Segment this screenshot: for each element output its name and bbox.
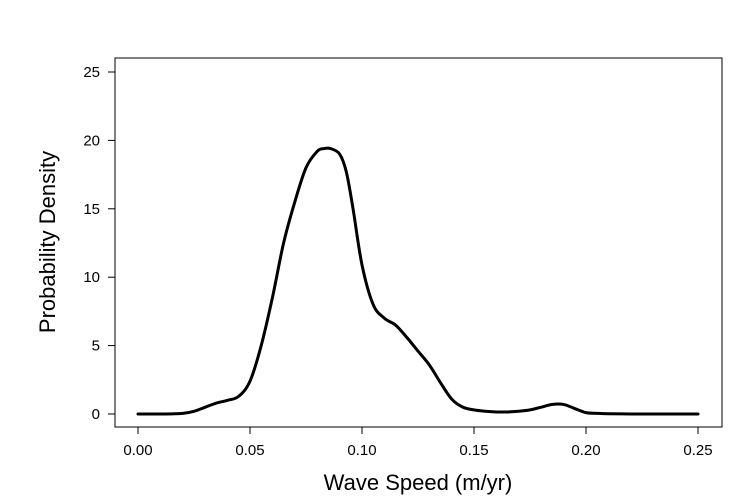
x-tick-label: 0.25	[683, 442, 712, 459]
y-tick-label: 20	[83, 132, 100, 149]
y-tick-label: 5	[92, 338, 100, 355]
x-tick-label: 0.05	[235, 442, 264, 459]
y-tick-label: 15	[83, 201, 100, 218]
plot-frame	[114, 57, 723, 428]
x-tick-label: 0.20	[571, 442, 600, 459]
y-tick-label: 25	[83, 64, 100, 81]
x-tick-label: 0.15	[459, 442, 488, 459]
x-axis-title: Wave Speed (m/yr)	[324, 470, 513, 495]
y-axis-ticks: 0 5 10 15 20 25	[83, 64, 115, 423]
x-tick-label: 0.10	[347, 442, 376, 459]
x-tick-label: 0.00	[123, 442, 152, 459]
x-axis-ticks: 0.00 0.05 0.10 0.15 0.20 0.25	[123, 427, 713, 459]
y-axis-title: Probability Density	[35, 151, 60, 333]
density-curve	[136, 146, 700, 416]
y-tick-label: 10	[83, 269, 100, 286]
y-tick-label: 0	[92, 406, 100, 423]
